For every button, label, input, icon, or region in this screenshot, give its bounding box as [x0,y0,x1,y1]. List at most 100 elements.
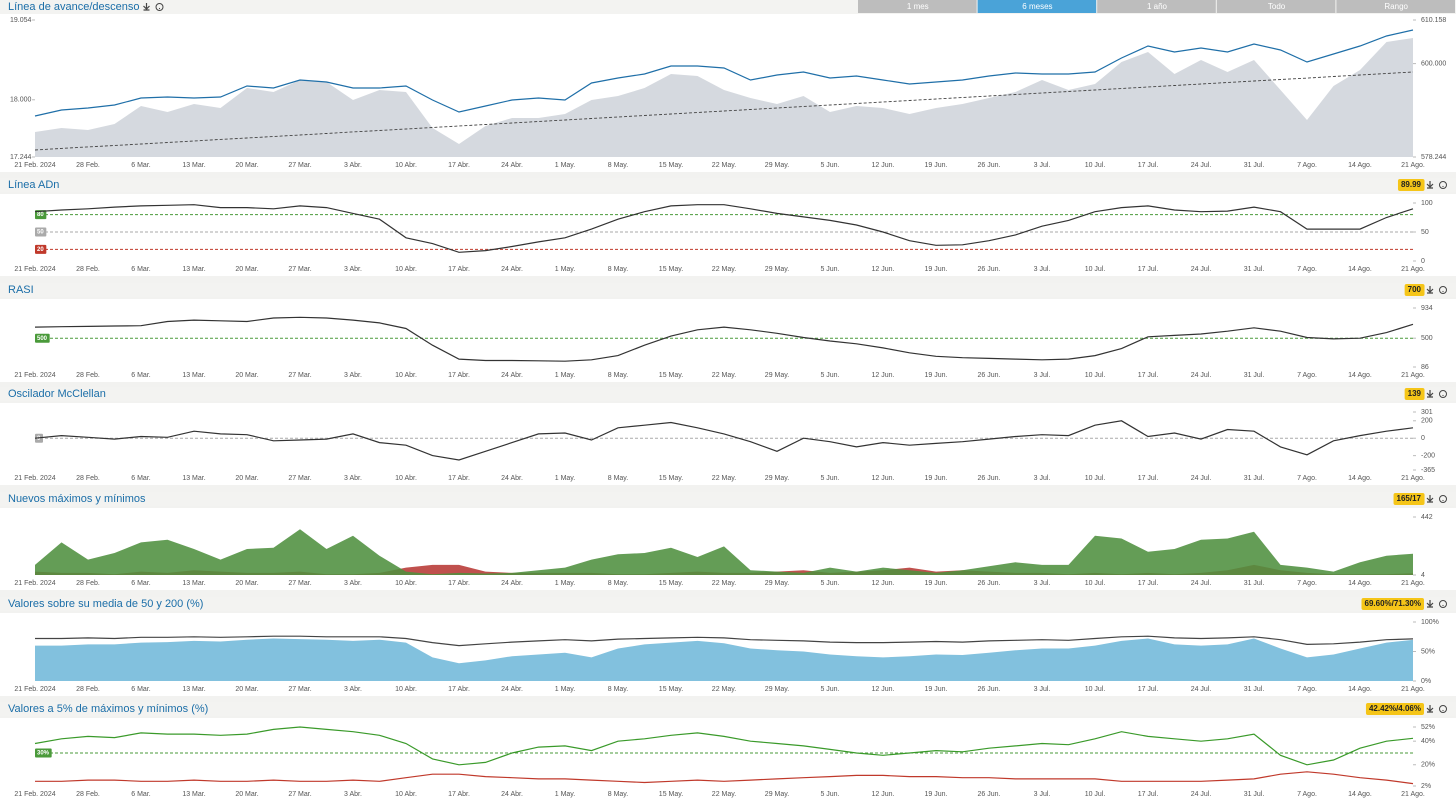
x-tick-label: 31 Jul. [1244,162,1265,169]
x-tick-label: 14 Ago. [1348,791,1372,798]
x-tick-label: 6 Mar. [131,162,151,169]
badge-bg [1393,493,1425,505]
x-tick-label: 22 May. [712,372,736,379]
x-tick-label: 8 May. [608,686,629,693]
range-button[interactable]: 1 año [1097,0,1216,13]
x-tick-label: 17 Jul. [1138,686,1159,693]
x-tick-label: 14 Ago. [1348,266,1372,273]
x-tick-label: 10 Abr. [395,372,417,379]
x-tick-label: 8 May. [608,372,629,379]
x-tick-label: 21 Ago. [1401,580,1425,587]
y-tick-label: 600.000 [1421,60,1446,67]
x-tick-label: 21 Feb. 2024 [14,266,55,273]
x-tick-label: 12 Jun. [872,162,895,169]
x-tick-label: 28 Feb. [76,475,100,482]
help-icon-dot [1442,394,1444,397]
x-tick-label: 14 Ago. [1348,162,1372,169]
x-tick-label: 3 Abr. [344,475,362,482]
y-tick-label: 20% [1421,762,1435,769]
x-tick-label: 24 Abr. [501,372,523,379]
x-tick-label: 31 Jul. [1244,580,1265,587]
x-tick-label: 24 Abr. [501,162,523,169]
x-tick-label: 21 Ago. [1401,162,1425,169]
x-tick-label: 15 May. [659,266,683,273]
x-tick-label: 20 Mar. [235,162,258,169]
x-tick-label: 20 Mar. [235,580,258,587]
level-badge [35,748,52,758]
x-tick-label: 17 Jul. [1138,475,1159,482]
panel [0,299,1456,382]
x-tick-label: 13 Mar. [182,686,205,693]
line [34,29,1414,117]
x-tick-label: 24 Abr. [501,266,523,273]
level-label: 20 [37,247,44,253]
x-tick-label: 26 Jun. [978,372,1001,379]
x-tick-label: 29 May. [765,162,789,169]
x-tick-label: 24 Jul. [1191,580,1212,587]
x-tick-label: 17 Abr. [448,162,470,169]
range-button[interactable]: Todo [1216,0,1336,13]
y-tick-label: 578.244 [1421,154,1446,161]
x-tick-label: 3 Jul. [1034,791,1051,798]
x-tick-label: 12 Jun. [872,266,895,273]
download-icon [1426,495,1434,503]
download-icon [1426,181,1434,189]
x-tick-label: 21 Feb. 2024 [14,686,55,693]
x-tick-label: 21 Feb. 2024 [14,475,55,482]
y-tick-label: 0 [1421,435,1425,442]
chart-title: Valores sobre su media de 50 y 200 (%) [8,598,203,610]
x-tick-label: 12 Jun. [872,791,895,798]
x-tick-label: 17 Jul. [1138,266,1159,273]
last-value-badge: 165/17 [1397,494,1422,503]
range-button[interactable]: 6 meses [977,0,1097,13]
x-tick-label: 29 May. [765,686,789,693]
x-tick-label: 20 Mar. [235,266,258,273]
x-tick-label: 3 Abr. [344,162,362,169]
x-tick-label: 15 May. [659,475,683,482]
last-value-badge: 69.60%/71.30% [1365,599,1422,608]
download-icon [1426,390,1434,398]
x-tick-label: 26 Jun. [978,475,1001,482]
y-tick-label: 200 [1421,418,1433,425]
x-tick-label: 8 May. [608,162,629,169]
y-tick-label: 86 [1421,364,1429,371]
range-button-bg [1336,0,1455,13]
x-tick-label: 17 Jul. [1138,580,1159,587]
x-tick-label: 31 Jul. [1244,372,1265,379]
download-icon [1426,705,1434,713]
badge-bg [1404,284,1425,296]
x-tick-label: 24 Jul. [1191,162,1212,169]
help-icon [155,3,164,11]
x-tick-label: 5 Jun. [820,791,839,798]
x-tick-label: 3 Jul. [1034,266,1051,273]
y-tick-label: 934 [1421,305,1433,312]
x-tick-label: 24 Abr. [501,475,523,482]
x-tick-label: 17 Abr. [448,580,470,587]
x-tick-label: 10 Abr. [395,686,417,693]
last-value-badge: 89.99 [1401,180,1422,189]
line [35,771,1414,785]
range-button[interactable]: Rango [1336,0,1455,13]
x-tick-label: 1 May. [555,580,576,587]
x-tick-label: 5 Jun. [820,372,839,379]
y-tick-label: 50% [1421,648,1435,655]
x-tick-label: 26 Jun. [978,266,1001,273]
x-tick-label: 19 Jun. [925,372,948,379]
x-tick-label: 5 Jun. [820,475,839,482]
x-tick-label: 27 Mar. [288,686,311,693]
x-tick-label: 21 Feb. 2024 [14,372,55,379]
x-tick-label: 21 Ago. [1401,266,1425,273]
x-tick-label: 26 Jun. [978,791,1001,798]
range-button[interactable]: 1 mes [858,0,977,13]
x-tick-label: 10 Jul. [1085,372,1106,379]
x-tick-label: 27 Mar. [288,266,311,273]
x-tick-label: 21 Ago. [1401,686,1425,693]
x-tick-label: 10 Abr. [395,162,417,169]
last-value-badge: 42.42%/4.06% [1369,704,1421,713]
x-tick-label: 28 Feb. [76,686,100,693]
x-tick-label: 3 Jul. [1034,162,1051,169]
x-tick-label: 6 Mar. [131,791,151,798]
y-tick-label: 610.158 [1421,17,1446,24]
x-tick-label: 6 Mar. [131,475,151,482]
area [35,529,1413,575]
